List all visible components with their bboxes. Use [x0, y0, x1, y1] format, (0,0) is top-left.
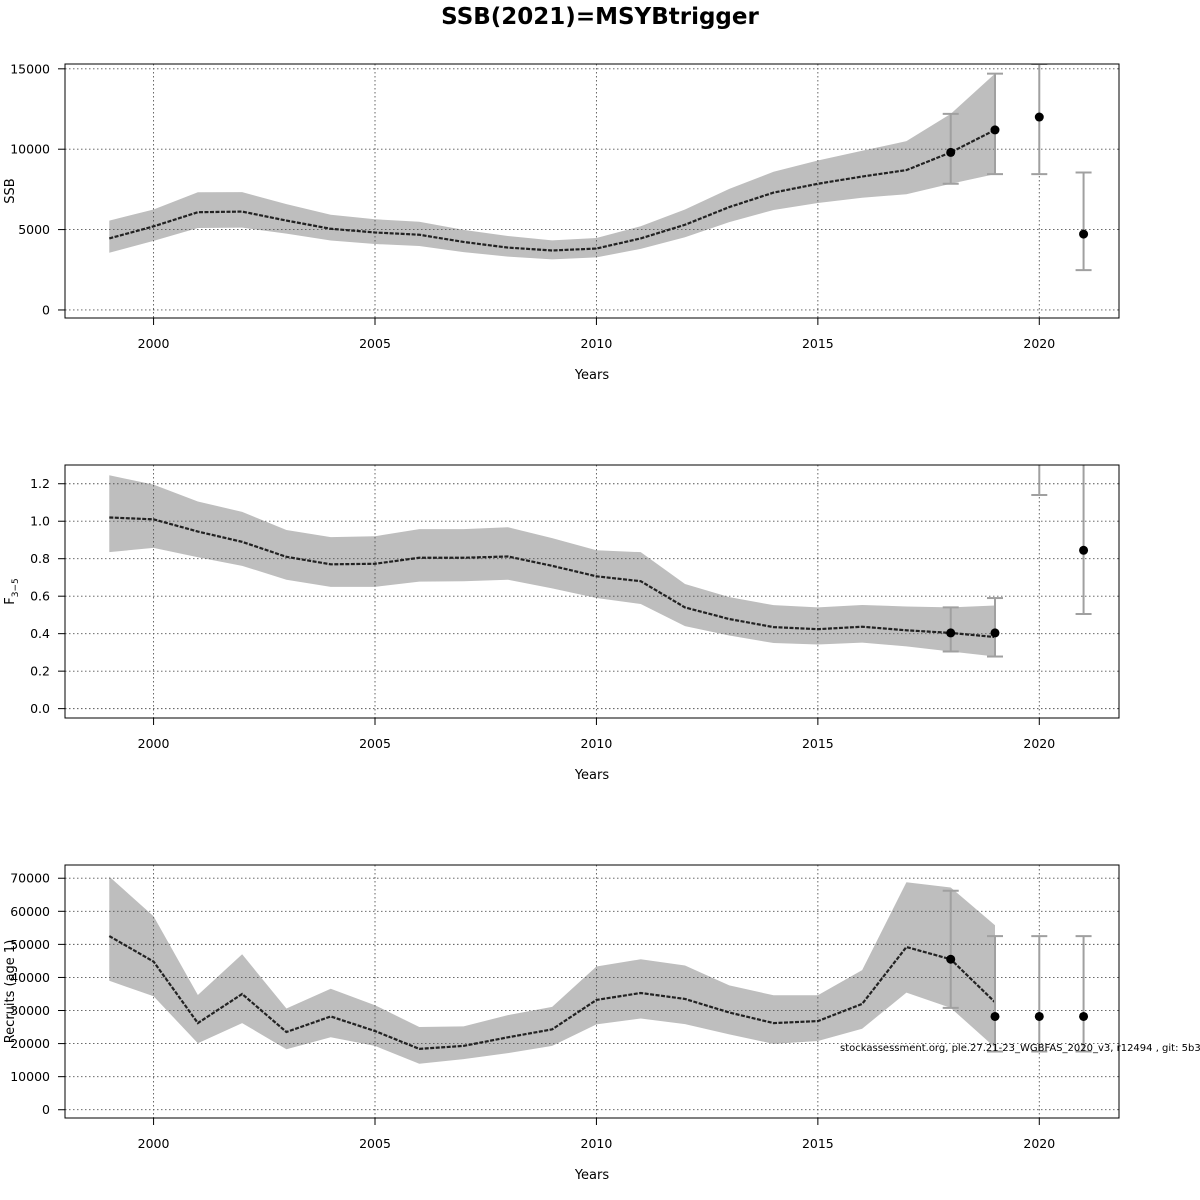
recruits-ytick-label: 60000 [10, 904, 50, 919]
ssb-ytick-label: 5000 [18, 222, 50, 237]
recruits-point-2019 [990, 1011, 1000, 1021]
recruits-whisker-2021 [1075, 935, 1092, 1053]
ssb-xtick-label: 2005 [359, 336, 391, 351]
ssb-yaxis-label-main: SSB [3, 178, 18, 203]
recruitment-panel: 2000 2005 2010 2015 2020 0 10000 20000 30000 4000… [3, 864, 1120, 1183]
figure-title: SSB(2021)=MSYBtrigger [441, 4, 759, 30]
f-ytick-label: 0.6 [30, 589, 50, 604]
ssb-ytick-label: 10000 [10, 142, 50, 157]
f-yaxis-label-main: F [3, 597, 18, 604]
recruits-point-2018 [946, 954, 956, 964]
f-point-2018 [946, 628, 956, 638]
recruits-estimate-line [108, 935, 996, 1050]
ssb-ytick-label: 0 [42, 302, 50, 317]
recruits-plot-frame [64, 864, 1120, 1119]
recruits-xtick-label: 2015 [802, 1136, 834, 1151]
ssb-point-2019 [990, 125, 1000, 135]
recruits-ytick-label: 40000 [10, 970, 50, 985]
f-yaxis-label-subscript: 3−5 [11, 578, 21, 597]
recruits-yaxis-label: Recruits (age 1) [3, 940, 18, 1044]
recruits-ytick-label: 20000 [10, 1036, 50, 1051]
ssb-point-2021 [1079, 229, 1089, 239]
f-whisker-2018 [942, 606, 959, 653]
recruits-ytick-label: 10000 [10, 1069, 50, 1084]
ssb-plot-frame [64, 63, 1120, 319]
f-xtick-label: 2010 [581, 736, 613, 751]
ssb-estimate-line [108, 128, 996, 252]
ssb-panel: 2000 2005 2010 2015 2020 0 5000 10000 15000 Years… [3, 61, 1120, 383]
fishing-mortality-panel: 2000 2005 2010 2015 2020 0.0 0.2 0.4 0.6 0.8 1.0 1.… [3, 442, 1120, 783]
f-ytick-label: 0.8 [30, 551, 50, 566]
ssb-point-2020 [1034, 112, 1044, 122]
ssb-point-2018 [946, 147, 956, 157]
f-ytick-label: 0.2 [30, 664, 50, 679]
f-xtick-label: 2015 [802, 736, 834, 751]
ssb-ytick-label: 15000 [10, 61, 50, 76]
recruits-ytick-label: 70000 [10, 871, 50, 886]
f-xaxis-label: Years [574, 768, 610, 783]
footnote: stockassessment.org, ple.27.21-23_WGBFAS… [840, 1043, 1200, 1054]
ssb-xtick-label: 2015 [802, 336, 834, 351]
f-point-2019 [990, 628, 1000, 638]
ssb-xaxis-label: Years [574, 368, 610, 383]
f-ytick-label: 0.0 [30, 701, 50, 716]
ssb-whisker-2019 [987, 72, 1003, 176]
recruits-yaxis-label-main: Recruits (age 1) [3, 940, 18, 1044]
ssb-confidence-band [109, 73, 996, 260]
f-whisker-2019 [987, 597, 1003, 658]
f-whisker-2021 [1075, 465, 1092, 615]
ssb-whisker-2020 [1031, 64, 1048, 176]
f-point-2021 [1079, 545, 1089, 555]
recruits-xtick-label: 2005 [359, 1136, 391, 1151]
ssb-yaxis-label: SSB [3, 178, 18, 203]
recruits-xtick-label: 2020 [1023, 1136, 1055, 1151]
ssb-xtick-label: 2010 [581, 336, 613, 351]
ssb-xtick-label: 2020 [1023, 336, 1055, 351]
f-ytick-label: 1.0 [30, 514, 50, 529]
f-plot-frame [64, 464, 1120, 719]
ssb-whisker-2021 [1075, 171, 1092, 272]
recruits-whisker-2019 [987, 935, 1003, 1053]
f-estimate-line [109, 516, 996, 639]
recruits-xtick-label: 2010 [581, 1136, 613, 1151]
f-whisker-2020 [1031, 442, 1048, 496]
recruits-ytick-label: 0 [42, 1102, 50, 1117]
f-point-2020 [1035, 442, 1044, 451]
f-ytick-label: 0.4 [30, 626, 50, 641]
recruits-whisker-2018 [942, 889, 959, 1009]
recruits-ytick-label: 30000 [10, 1003, 50, 1018]
recruits-ytick-label: 50000 [10, 937, 50, 952]
recruits-whisker-2020 [1031, 935, 1048, 1053]
f-xtick-label: 2005 [359, 736, 391, 751]
recruits-xaxis-label: Years [574, 1168, 610, 1183]
f-ytick-label: 1.2 [30, 476, 50, 491]
f-yaxis-label: F3−5 [3, 578, 21, 604]
f-xtick-label: 2000 [138, 736, 170, 751]
ssb-xtick-label: 2000 [138, 336, 170, 351]
f-confidence-band [109, 475, 996, 657]
recruits-point-2020 [1034, 1011, 1044, 1021]
recruits-confidence-band [109, 876, 996, 1064]
ssb-whisker-2018 [942, 112, 959, 185]
recruits-xtick-label: 2000 [138, 1136, 170, 1151]
f-xtick-label: 2020 [1023, 736, 1055, 751]
recruits-point-2021 [1079, 1011, 1089, 1021]
